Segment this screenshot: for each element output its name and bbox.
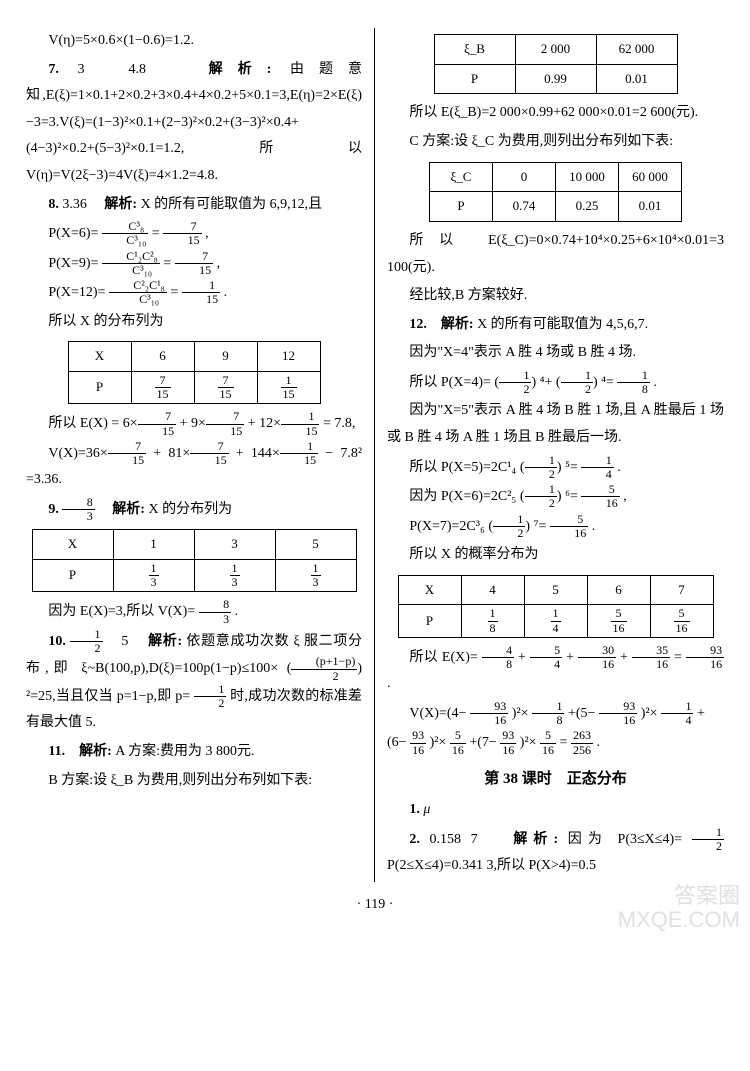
q12e: 所以 P(X=5)=2C¹₄ (12) ⁵= 14 . xyxy=(387,454,724,482)
label: 解析: xyxy=(148,634,182,649)
prob-formula: P(X=6)= C³₈C³₁₀ = 715 , xyxy=(26,220,362,248)
label: 解析: xyxy=(513,832,558,847)
q12b: 因为"X=4"表示 A 胜 4 场或 B 胜 4 场. xyxy=(387,340,724,367)
problem-10: 10. 12 5 解析: 依题意成功次数 ξ 服二项分布,即 ξ~B(100,p… xyxy=(26,628,362,737)
table-row: P 715 715 115 xyxy=(68,371,320,403)
q-body: 由题意知,E(ξ)=1×0.1+2×0.2+3×0.4+4×0.2+5×0.1=… xyxy=(26,62,362,183)
problem-12: 12. 解析: X 的所有可能取值为 4,5,6,7. xyxy=(387,312,724,339)
q-num: 10. xyxy=(48,634,66,649)
q12i: 所以 E(X)= 48 + 54 + 3016 + 3516 = 9316 . xyxy=(387,644,724,698)
two-column-layout: V(η)=5×0.6×(1−0.6)=1.2. 7. 3 4.8 解析: 由题意… xyxy=(26,28,724,882)
label: 解析: xyxy=(98,502,145,517)
problem-9: 9. 83 解析: X 的分布列为 xyxy=(26,496,362,524)
expectation: 所以 E(X) = 6×715 + 9×715 + 12×115 = 7.8, xyxy=(26,410,362,438)
q12k: (6− 9316 )²× 516 +(7− 9316 )²× 516 = 263… xyxy=(387,729,724,757)
r4: 经比较,B 方案较好. xyxy=(387,283,724,310)
table-intro: 所以 X 的分布列为 xyxy=(26,309,362,336)
table-row: ξ_C010 00060 000 xyxy=(430,162,682,192)
table-row: ξ_B2 00062 000 xyxy=(434,35,677,65)
q-num-label: 11. 解析: xyxy=(48,744,111,759)
q12g: P(X=7)=2C³₆ (12) ⁷= 516 . xyxy=(387,513,724,541)
table-row: X6912 xyxy=(68,342,320,372)
sec38-q1: 1. μ xyxy=(387,797,724,824)
q12h: 所以 X 的概率分布为 xyxy=(387,542,724,569)
text-line: V(η)=5×0.6×(1−0.6)=1.2. xyxy=(26,28,362,55)
q12f: 因为 P(X=6)=2C²₅ (12) ⁶= 516 , xyxy=(387,483,724,511)
q12c: 所以 P(X=4)= (12) ⁴+ (12) ⁴= 18 . xyxy=(387,369,724,397)
prob-formula: P(X=12)= C²₂C¹₈C³₁₀ = 115 . xyxy=(26,279,362,307)
q-num: 1. xyxy=(409,802,420,817)
table-x-dist-12: X4567 P 18 14 516 516 xyxy=(398,575,714,638)
table-x-dist-8: X6912 P 715 715 115 xyxy=(68,341,321,404)
r3: 所以 E(ξ_C)=0×0.74+10⁴×0.25+6×10⁴×0.01=3 1… xyxy=(387,228,724,281)
table-plan-c: ξ_C010 00060 000 P0.740.250.01 xyxy=(429,162,682,222)
section-title-38: 第 38 课时 正态分布 xyxy=(387,765,724,794)
q-answer: 3.36 xyxy=(62,197,101,212)
q12d: 因为"X=5"表示 A 胜 4 场 B 胜 1 场,且 A 胜最后 1 场或 B… xyxy=(387,398,724,451)
r2: C 方案:设 ξ_C 为费用,则列出分布列如下表: xyxy=(387,129,724,156)
q-answer: 3 4.8 xyxy=(77,62,190,77)
problem-7: 7. 3 4.8 解析: 由题意知,E(ξ)=1×0.1+2×0.2+3×0.4… xyxy=(26,57,362,190)
table-row: X4567 xyxy=(398,575,713,605)
problem-11: 11. 解析: A 方案:费用为 3 800元. xyxy=(26,739,362,766)
q-num: 2. xyxy=(409,832,420,847)
prob-formula: P(X=9)= C¹₂C²₈C³₁₀ = 715 , xyxy=(26,250,362,278)
watermark: 答案圈 MXQE.COM xyxy=(618,884,740,932)
q-num-label: 12. 解析: xyxy=(409,317,473,332)
sec38-q2: 2. 0.158 7 解析: 因为 P(3≤X≤4)= 12 P(2≤X≤4)=… xyxy=(387,826,724,880)
r1: 所以 E(ξ_B)=2 000×0.99+62 000×0.01=2 600(元… xyxy=(387,100,724,127)
problem-8: 8. 3.36 解析: X 的所有可能取值为 6,9,12,且 xyxy=(26,192,362,219)
q11-b: B 方案:设 ξ_B 为费用,则列出分布列如下表: xyxy=(26,768,362,795)
table-row: X135 xyxy=(32,530,356,560)
q9-conclusion: 因为 E(X)=3,所以 V(X)= 83 . xyxy=(26,598,362,626)
table-row: P 13 13 13 xyxy=(32,560,356,592)
table-plan-b: ξ_B2 00062 000 P0.990.01 xyxy=(434,34,678,94)
variance: V(X)=36×715 + 81×715 + 144×115 − 7.8² =3… xyxy=(26,440,362,494)
q-num: 7. xyxy=(48,62,59,77)
table-row: P0.740.250.01 xyxy=(430,192,682,222)
q-num: 8. xyxy=(48,197,59,212)
right-column: ξ_B2 00062 000 P0.990.01 所以 E(ξ_B)=2 000… xyxy=(375,28,724,882)
q-body: X 的所有可能取值为 6,9,12,且 xyxy=(141,197,323,212)
label: 解析: xyxy=(104,197,137,212)
left-column: V(η)=5×0.6×(1−0.6)=1.2. 7. 3 4.8 解析: 由题意… xyxy=(26,28,375,882)
table-x-dist-9: X135 P 13 13 13 xyxy=(32,529,357,592)
q12j: V(X)=(4− 9316 )²× 18 +(5− 9316 )²× 14 + xyxy=(387,700,724,728)
table-row: P 18 14 516 516 xyxy=(398,605,713,637)
label: 解析: xyxy=(209,62,272,77)
table-row: P0.990.01 xyxy=(434,64,677,94)
q-num: 9. xyxy=(48,502,59,517)
